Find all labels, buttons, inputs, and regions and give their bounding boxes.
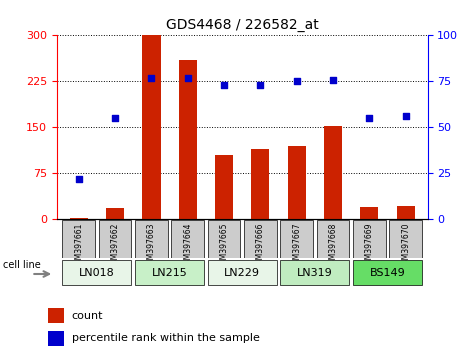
- Bar: [251, 149, 269, 219]
- Text: LN215: LN215: [152, 268, 188, 278]
- FancyBboxPatch shape: [62, 260, 132, 285]
- FancyBboxPatch shape: [244, 220, 277, 258]
- Text: GSM397669: GSM397669: [365, 223, 374, 269]
- Point: [184, 75, 191, 81]
- Bar: [361, 207, 379, 219]
- Bar: [48, 308, 64, 323]
- Text: percentile rank within the sample: percentile rank within the sample: [72, 333, 260, 343]
- FancyBboxPatch shape: [317, 220, 350, 258]
- Text: BS149: BS149: [370, 268, 406, 278]
- Text: GSM397665: GSM397665: [219, 223, 228, 269]
- Bar: [179, 60, 197, 219]
- Point: [366, 115, 373, 121]
- Text: GSM397670: GSM397670: [401, 223, 410, 269]
- FancyBboxPatch shape: [135, 260, 204, 285]
- FancyBboxPatch shape: [208, 260, 277, 285]
- Text: GSM397661: GSM397661: [74, 223, 83, 269]
- Point: [148, 75, 155, 81]
- Text: GSM397664: GSM397664: [183, 223, 192, 269]
- FancyBboxPatch shape: [171, 220, 204, 258]
- Text: count: count: [72, 311, 103, 321]
- Point: [293, 79, 301, 84]
- Bar: [48, 331, 64, 346]
- Bar: [288, 146, 306, 219]
- Bar: [70, 218, 88, 219]
- Text: LN229: LN229: [224, 268, 260, 278]
- Text: LN319: LN319: [297, 268, 333, 278]
- Text: GSM397666: GSM397666: [256, 223, 265, 269]
- Point: [111, 115, 119, 121]
- FancyBboxPatch shape: [208, 220, 240, 258]
- FancyBboxPatch shape: [62, 220, 95, 258]
- Text: GSM397668: GSM397668: [329, 223, 338, 269]
- FancyBboxPatch shape: [135, 220, 168, 258]
- Text: GSM397662: GSM397662: [111, 223, 120, 269]
- Bar: [142, 35, 161, 219]
- Point: [256, 82, 264, 88]
- Point: [75, 176, 83, 182]
- FancyBboxPatch shape: [353, 220, 386, 258]
- FancyBboxPatch shape: [280, 260, 350, 285]
- Bar: [215, 155, 233, 219]
- Text: LN018: LN018: [79, 268, 115, 278]
- Bar: [324, 126, 342, 219]
- FancyBboxPatch shape: [353, 260, 422, 285]
- Text: GSM397663: GSM397663: [147, 223, 156, 269]
- FancyBboxPatch shape: [280, 220, 313, 258]
- Bar: [397, 206, 415, 219]
- Text: GSM397667: GSM397667: [292, 223, 301, 269]
- FancyBboxPatch shape: [99, 220, 132, 258]
- Bar: [106, 209, 124, 219]
- Title: GDS4468 / 226582_at: GDS4468 / 226582_at: [166, 18, 319, 32]
- Text: cell line: cell line: [3, 261, 40, 270]
- Point: [402, 114, 409, 119]
- Point: [329, 77, 337, 82]
- Point: [220, 82, 228, 88]
- FancyBboxPatch shape: [390, 220, 422, 258]
